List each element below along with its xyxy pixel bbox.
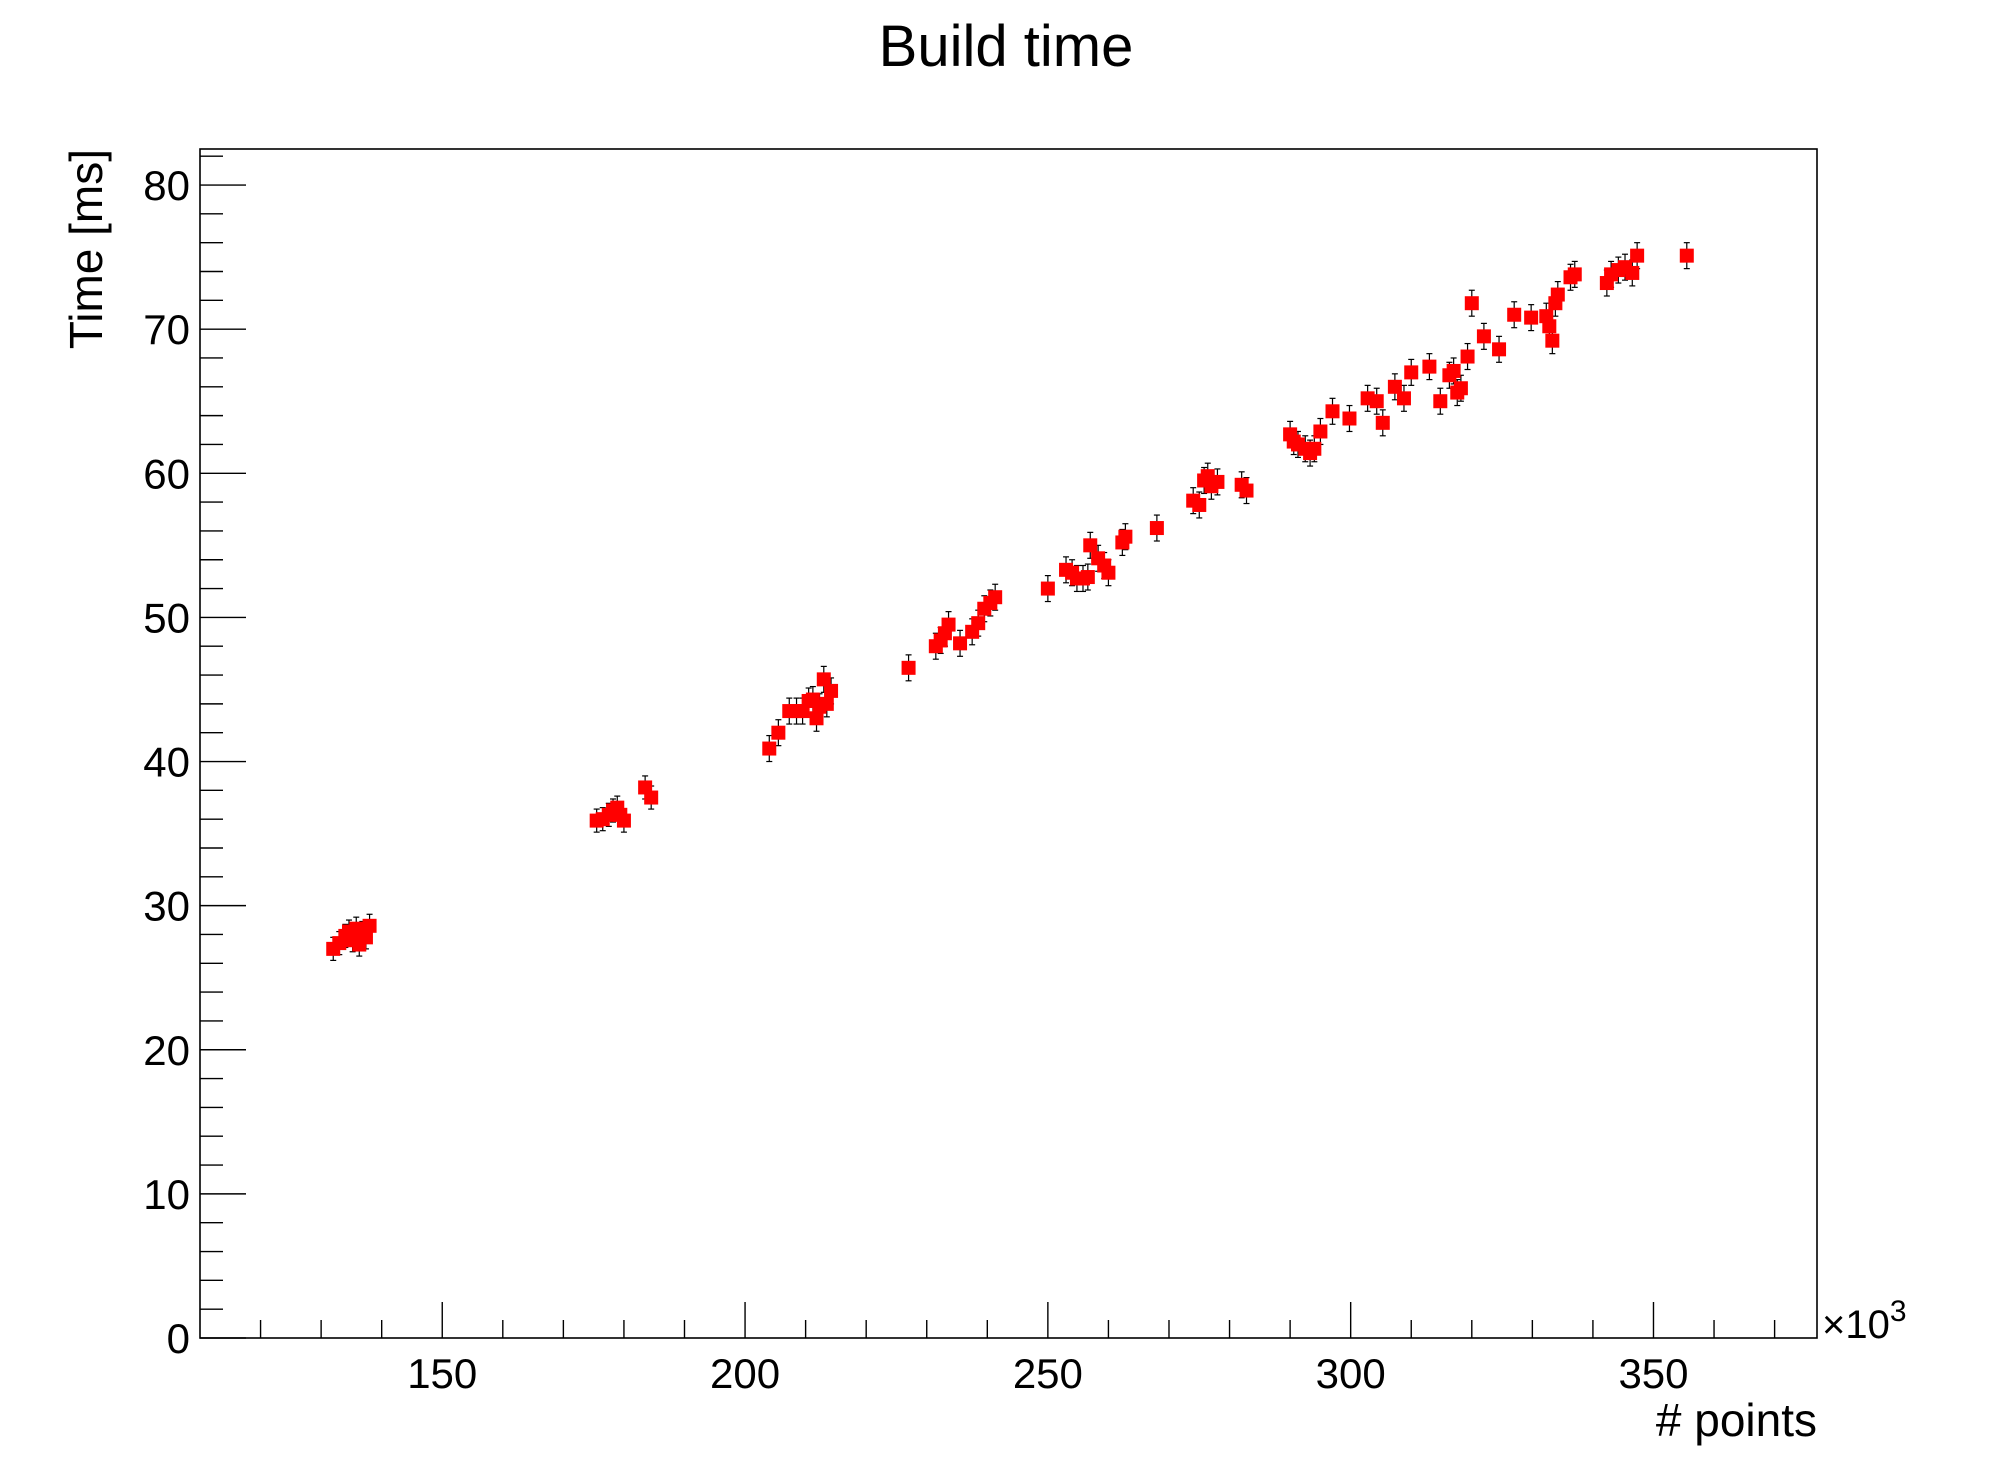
data-point: [1550, 287, 1565, 302]
y-tick-label: 40: [143, 739, 190, 786]
data-point: [971, 616, 986, 631]
y-axis-ticks: [200, 155, 246, 1339]
data-point: [988, 590, 1003, 605]
data-point: [1492, 342, 1507, 357]
y-axis-tick-labels: 0 10 20 30 40 50 60 70 80: [143, 162, 190, 1362]
data-point: [1118, 529, 1133, 544]
data-point: [1342, 411, 1357, 426]
data-point: [362, 918, 377, 933]
data-point: [1542, 319, 1557, 334]
data-point: [1567, 267, 1582, 282]
x-tick-label: 300: [1316, 1350, 1386, 1397]
data-point: [901, 660, 916, 675]
data-point: [1464, 296, 1479, 311]
y-tick-label: 70: [143, 306, 190, 353]
x-tick-label: 250: [1013, 1350, 1083, 1397]
data-point: [1422, 359, 1437, 374]
data-point: [358, 930, 373, 945]
x-tick-label: 150: [407, 1350, 477, 1397]
data-point: [1446, 363, 1461, 378]
data-point: [1040, 581, 1055, 596]
data-point: [1679, 248, 1694, 263]
x-axis-tick-labels: 150 200 250 300 350: [407, 1350, 1688, 1397]
y-tick-label: 10: [143, 1171, 190, 1218]
data-point: [1239, 483, 1254, 498]
data-point: [816, 672, 831, 687]
data-point: [1453, 381, 1468, 396]
chart-title: Build time: [879, 14, 1134, 79]
x-axis-multiplier: ×103: [1822, 1295, 1907, 1347]
data-point: [1369, 394, 1384, 409]
y-tick-label: 60: [143, 450, 190, 497]
data-point: [1433, 394, 1448, 409]
data-point: [1080, 570, 1095, 585]
data-point: [644, 790, 659, 805]
y-tick-label: 20: [143, 1027, 190, 1074]
data-point: [771, 725, 786, 740]
data-point: [941, 617, 956, 632]
data-point: [1192, 497, 1207, 512]
data-point: [1210, 474, 1225, 489]
data-point: [1313, 424, 1328, 439]
x-axis-label: # points: [1656, 1394, 1817, 1446]
data-point: [953, 636, 968, 651]
x-tick-label: 350: [1618, 1350, 1688, 1397]
y-axis-label: Time [ms]: [60, 149, 112, 349]
data-point: [809, 711, 824, 726]
data-point: [1545, 333, 1560, 348]
y-tick-label: 50: [143, 594, 190, 641]
data-point: [824, 683, 839, 698]
data-point: [1460, 349, 1475, 364]
data-point: [1396, 391, 1411, 406]
data-point: [819, 696, 834, 711]
data-point: [1507, 307, 1522, 322]
plot-frame: [199, 148, 1818, 1339]
data-point: [1524, 310, 1539, 325]
data-point: [1404, 365, 1419, 380]
data-point: [762, 741, 777, 756]
data-point: [1101, 565, 1116, 580]
data-point: [1625, 265, 1640, 280]
x-axis-multiplier-exponent: 3: [1890, 1295, 1907, 1328]
data-points: [326, 248, 1694, 956]
data-point: [1325, 404, 1340, 419]
y-tick-label: 0: [167, 1315, 190, 1362]
data-point: [1307, 441, 1322, 456]
x-tick-label: 200: [710, 1350, 780, 1397]
data-point: [616, 813, 631, 828]
data-point: [1375, 415, 1390, 430]
data-point: [1149, 521, 1164, 536]
data-point: [1083, 538, 1098, 553]
data-point: [1630, 248, 1645, 263]
data-point: [1387, 379, 1402, 394]
y-tick-label: 80: [143, 162, 190, 209]
y-tick-label: 30: [143, 883, 190, 930]
data-point: [1476, 329, 1491, 344]
x-axis-multiplier-base: ×10: [1822, 1303, 1890, 1347]
x-axis-ticks: [259, 1302, 1776, 1338]
